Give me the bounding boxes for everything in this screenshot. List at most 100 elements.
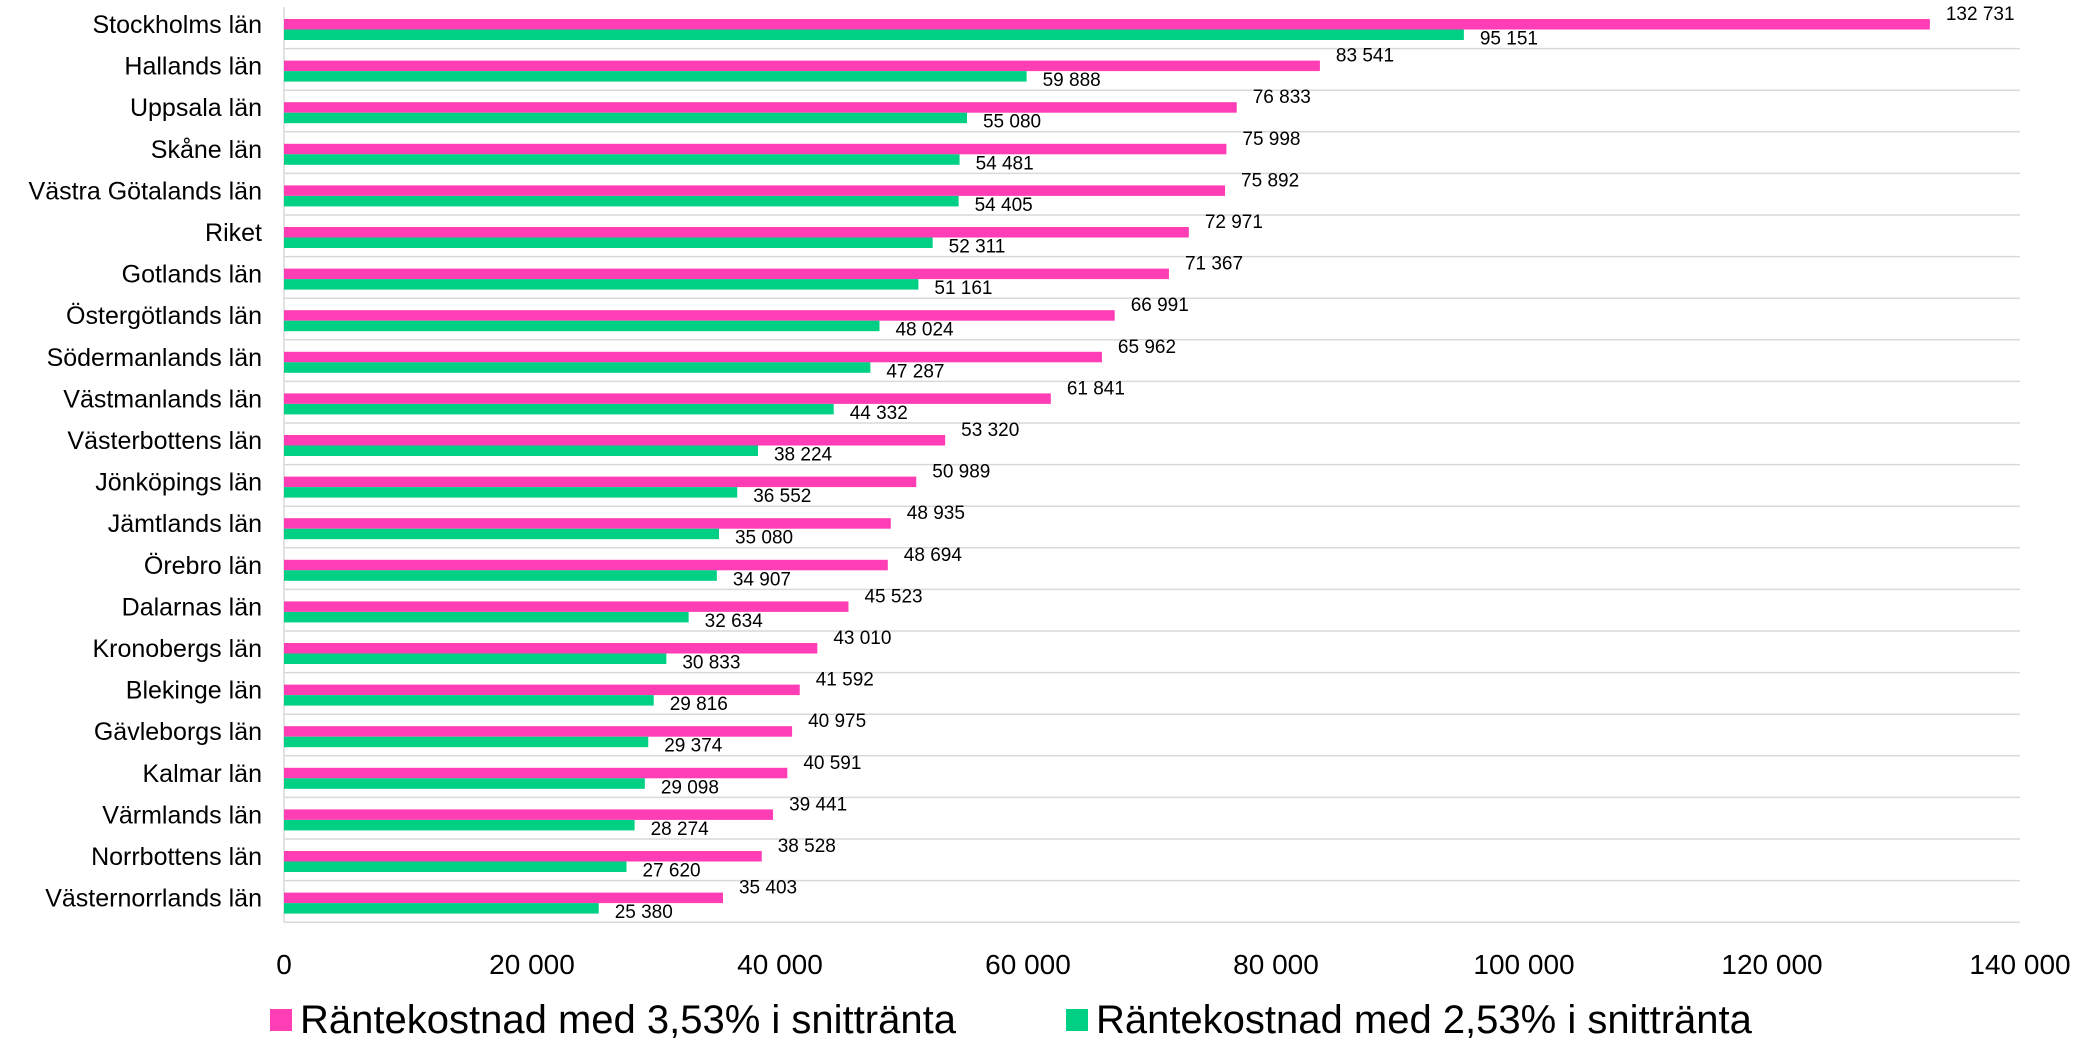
bar-series-2 — [284, 112, 967, 124]
x-tick-label: 0 — [276, 949, 292, 980]
legend-label-series-1: Räntekostnad med 3,53% i snittränta — [300, 998, 956, 1042]
bar-series-1 — [284, 809, 774, 820]
data-label-series-2: 51 161 — [934, 278, 992, 299]
category-label: Hallands län — [124, 53, 262, 81]
category-label: Kronobergs län — [92, 635, 262, 663]
data-label-series-1: 53 320 — [961, 420, 1019, 441]
legend-item-series-1: Räntekostnad med 3,53% i snittränta — [270, 1000, 956, 1040]
legend: Räntekostnad med 3,53% i snittränta Ränt… — [270, 996, 1752, 1044]
bar-series-1 — [284, 393, 1051, 404]
data-label-series-1: 50 989 — [932, 462, 990, 483]
bar-series-1 — [284, 143, 1227, 155]
data-label-series-2: 29 098 — [661, 777, 719, 798]
x-tick-label: 40 000 — [737, 949, 823, 980]
category-label: Västmanlands län — [63, 385, 262, 413]
category-label: Kalmar län — [143, 760, 263, 788]
bar-series-2 — [284, 320, 880, 332]
bar-chart: Stockholms län 132 731 95 151 Hallands län 8… — [29, 4, 2071, 980]
category-label: Jämtlands län — [108, 510, 262, 538]
data-label-series-2: 47 287 — [886, 361, 944, 382]
data-label-series-2: 52 311 — [949, 237, 1006, 258]
data-label-series-2: 36 552 — [753, 486, 811, 507]
bar-series-1 — [284, 601, 849, 612]
data-label-series-1: 65 962 — [1118, 337, 1176, 358]
data-label-series-2: 54 405 — [975, 195, 1033, 216]
bar-series-2 — [284, 819, 635, 831]
bar-series-2 — [284, 445, 758, 456]
category-label: Jönköpings län — [95, 469, 262, 497]
data-label-series-1: 40 591 — [803, 753, 861, 774]
category-label: Skåne län — [151, 136, 262, 164]
x-tick-label: 100 000 — [1473, 949, 1574, 980]
data-label-series-2: 34 907 — [733, 569, 791, 590]
data-label-series-2: 48 024 — [895, 320, 954, 341]
bar-series-1 — [284, 19, 1930, 30]
data-label-series-1: 48 694 — [904, 545, 963, 566]
bar-series-2 — [284, 861, 627, 872]
data-label-series-1: 66 991 — [1131, 295, 1189, 316]
category-label: Västra Götalands län — [29, 177, 262, 205]
data-label-series-2: 59 888 — [1043, 70, 1101, 91]
data-label-series-2: 35 080 — [735, 528, 793, 549]
bar-series-1 — [284, 310, 1115, 321]
data-label-series-2: 27 620 — [642, 861, 700, 882]
category-label: Norrbottens län — [91, 843, 262, 871]
legend-label-series-2: Räntekostnad med 2,53% i snittränta — [1095, 998, 1752, 1042]
data-label-series-1: 38 528 — [778, 836, 836, 857]
data-label-series-2: 38 224 — [774, 445, 833, 466]
x-tick-label: 80 000 — [1233, 949, 1319, 980]
bar-series-1 — [284, 559, 888, 571]
data-label-series-1: 75 998 — [1242, 129, 1300, 150]
bar-series-1 — [284, 643, 818, 654]
bar-series-1 — [284, 268, 1169, 280]
data-label-series-2: 32 634 — [705, 611, 764, 632]
bar-series-2 — [284, 570, 717, 581]
data-label-series-1: 132 731 — [1946, 4, 2015, 25]
bar-series-2 — [284, 611, 689, 623]
category-label: Östergötlands län — [66, 302, 262, 330]
bar-series-2 — [284, 362, 871, 373]
bar-series-1 — [284, 60, 1320, 72]
category-label: Stockholms län — [92, 11, 262, 39]
data-label-series-1: 76 833 — [1253, 87, 1311, 108]
data-label-series-2: 54 481 — [976, 153, 1034, 174]
bar-series-2 — [284, 71, 1027, 82]
data-label-series-1: 35 403 — [739, 878, 797, 899]
bar-series-1 — [284, 684, 800, 696]
bar-series-1 — [284, 435, 946, 446]
bar-series-1 — [284, 227, 1189, 238]
data-label-series-2: 29 374 — [664, 736, 723, 757]
data-label-series-1: 40 975 — [808, 711, 866, 732]
data-label-series-2: 44 332 — [850, 403, 908, 424]
data-label-series-1: 61 841 — [1067, 378, 1125, 399]
x-tick-label: 120 000 — [1721, 949, 1822, 980]
bar-series-1 — [284, 767, 788, 779]
bar-series-2 — [284, 653, 667, 664]
data-label-series-1: 72 971 — [1205, 212, 1263, 233]
data-label-series-2: 29 816 — [670, 694, 728, 715]
data-label-series-1: 43 010 — [833, 628, 891, 649]
data-label-series-1: 39 441 — [789, 794, 847, 815]
data-label-series-1: 71 367 — [1185, 254, 1243, 275]
data-label-series-2: 25 380 — [615, 902, 673, 923]
bar-series-2 — [284, 29, 1464, 40]
category-label: Södermanlands län — [47, 344, 262, 372]
data-label-series-1: 75 892 — [1241, 170, 1299, 191]
bar-series-2 — [284, 487, 738, 498]
category-label: Västernorrlands län — [45, 885, 262, 913]
bar-series-2 — [284, 154, 960, 165]
bar-series-1 — [284, 851, 762, 862]
category-label: Gotlands län — [122, 261, 262, 289]
x-tick-label: 60 000 — [985, 949, 1071, 980]
data-label-series-2: 95 151 — [1480, 29, 1538, 50]
bar-series-1 — [284, 726, 793, 737]
category-label: Örebro län — [144, 552, 262, 580]
bar-series-2 — [284, 736, 649, 748]
legend-swatch-series-2 — [1065, 1009, 1088, 1031]
bar-series-1 — [284, 892, 723, 904]
bar-series-1 — [284, 185, 1226, 196]
x-tick-label: 20 000 — [489, 949, 575, 980]
data-label-series-2: 30 833 — [682, 653, 740, 674]
data-label-series-1: 83 541 — [1336, 46, 1394, 67]
